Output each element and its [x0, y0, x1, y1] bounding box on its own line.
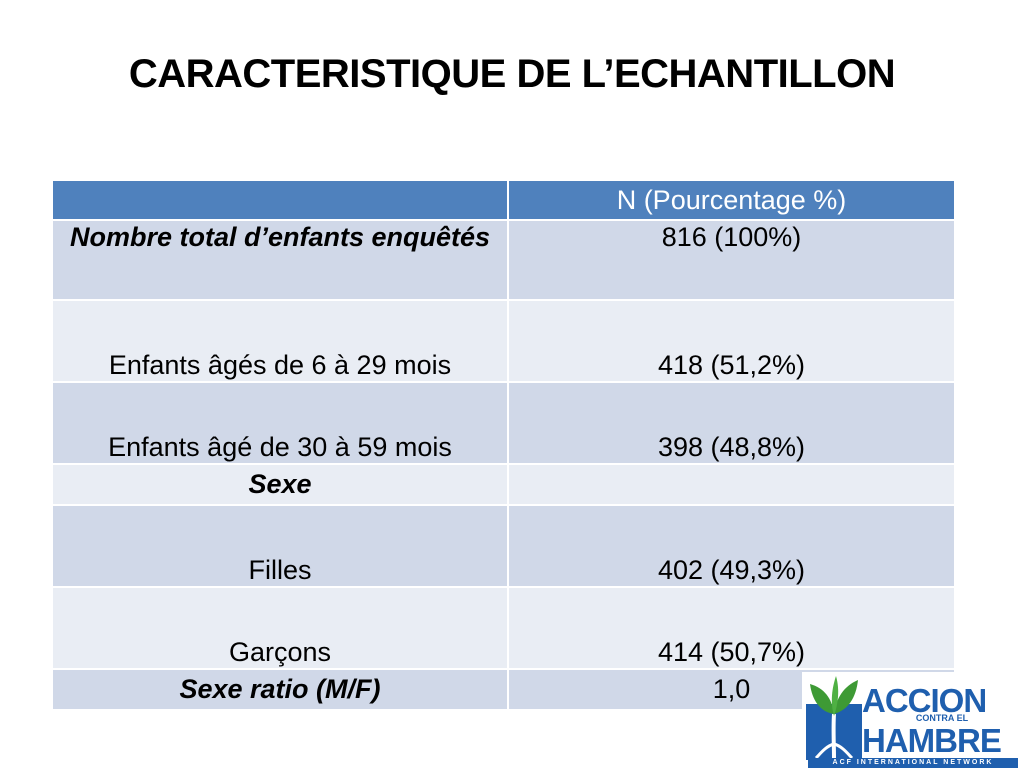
table-row: Garçons 414 (50,7%) — [51, 586, 956, 670]
logo-word-accion: ACCION — [862, 682, 987, 719]
table-row: Enfants âgé de 30 à 59 mois 398 (48,8%) — [51, 381, 956, 465]
table-row: Nombre total d’enfants enquêtés 816 (100… — [51, 219, 956, 301]
logo-word-contra-el: CONTRA EL — [915, 713, 969, 723]
row-value — [507, 463, 956, 506]
table-row: Sexe — [51, 463, 956, 506]
slide-title: CARACTERISTIQUE DE L’ECHANTILLON — [128, 52, 896, 96]
row-label: Sexe ratio (M/F) — [51, 668, 509, 711]
logo-word-hambre: HAMBRE — [862, 722, 1002, 759]
row-label: Garçons — [51, 586, 509, 670]
sample-characteristics-table: N (Pourcentage %) Nombre total d’enfants… — [51, 179, 956, 711]
header-cell-value: N (Pourcentage %) — [507, 179, 956, 221]
row-value: 816 (100%) — [507, 219, 956, 301]
row-label: Enfants âgés de 6 à 29 mois — [51, 299, 509, 383]
acf-logo: ACCION CONTRA EL HAMBRE ACF INTERNATIONA… — [802, 672, 1024, 768]
table-header-row: N (Pourcentage %) — [51, 179, 956, 221]
header-cell-label — [51, 179, 509, 221]
row-value: 418 (51,2%) — [507, 299, 956, 383]
row-value: 402 (49,3%) — [507, 504, 956, 588]
table-row: Enfants âgés de 6 à 29 mois 418 (51,2%) — [51, 299, 956, 383]
logo-tagline: ACF INTERNATIONAL NETWORK — [808, 758, 1018, 768]
row-value: 414 (50,7%) — [507, 586, 956, 670]
plant-icon — [806, 676, 862, 760]
row-label: Filles — [51, 504, 509, 588]
table-row: Filles 402 (49,3%) — [51, 504, 956, 588]
row-label: Enfants âgé de 30 à 59 mois — [51, 381, 509, 465]
row-label: Sexe — [51, 463, 509, 506]
row-value: 398 (48,8%) — [507, 381, 956, 465]
row-label: Nombre total d’enfants enquêtés — [51, 219, 509, 301]
